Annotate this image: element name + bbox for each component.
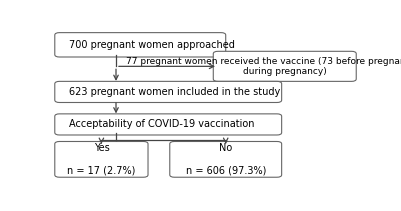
FancyBboxPatch shape <box>55 33 226 57</box>
Text: 700 pregnant women approached: 700 pregnant women approached <box>69 40 235 50</box>
FancyBboxPatch shape <box>213 51 356 81</box>
FancyBboxPatch shape <box>170 142 282 177</box>
FancyBboxPatch shape <box>55 142 148 177</box>
Text: Yes

n = 17 (2.7%): Yes n = 17 (2.7%) <box>67 143 136 176</box>
Text: No

n = 606 (97.3%): No n = 606 (97.3%) <box>186 143 266 176</box>
Text: Acceptability of COVID-19 vaccination: Acceptability of COVID-19 vaccination <box>69 119 254 129</box>
FancyBboxPatch shape <box>55 81 282 103</box>
Text: 77 pregnant women received the vaccine (73 before pregnancy and 4
during pregnan: 77 pregnant women received the vaccine (… <box>126 57 401 76</box>
Text: 623 pregnant women included in the study: 623 pregnant women included in the study <box>69 87 280 97</box>
FancyBboxPatch shape <box>55 114 282 135</box>
